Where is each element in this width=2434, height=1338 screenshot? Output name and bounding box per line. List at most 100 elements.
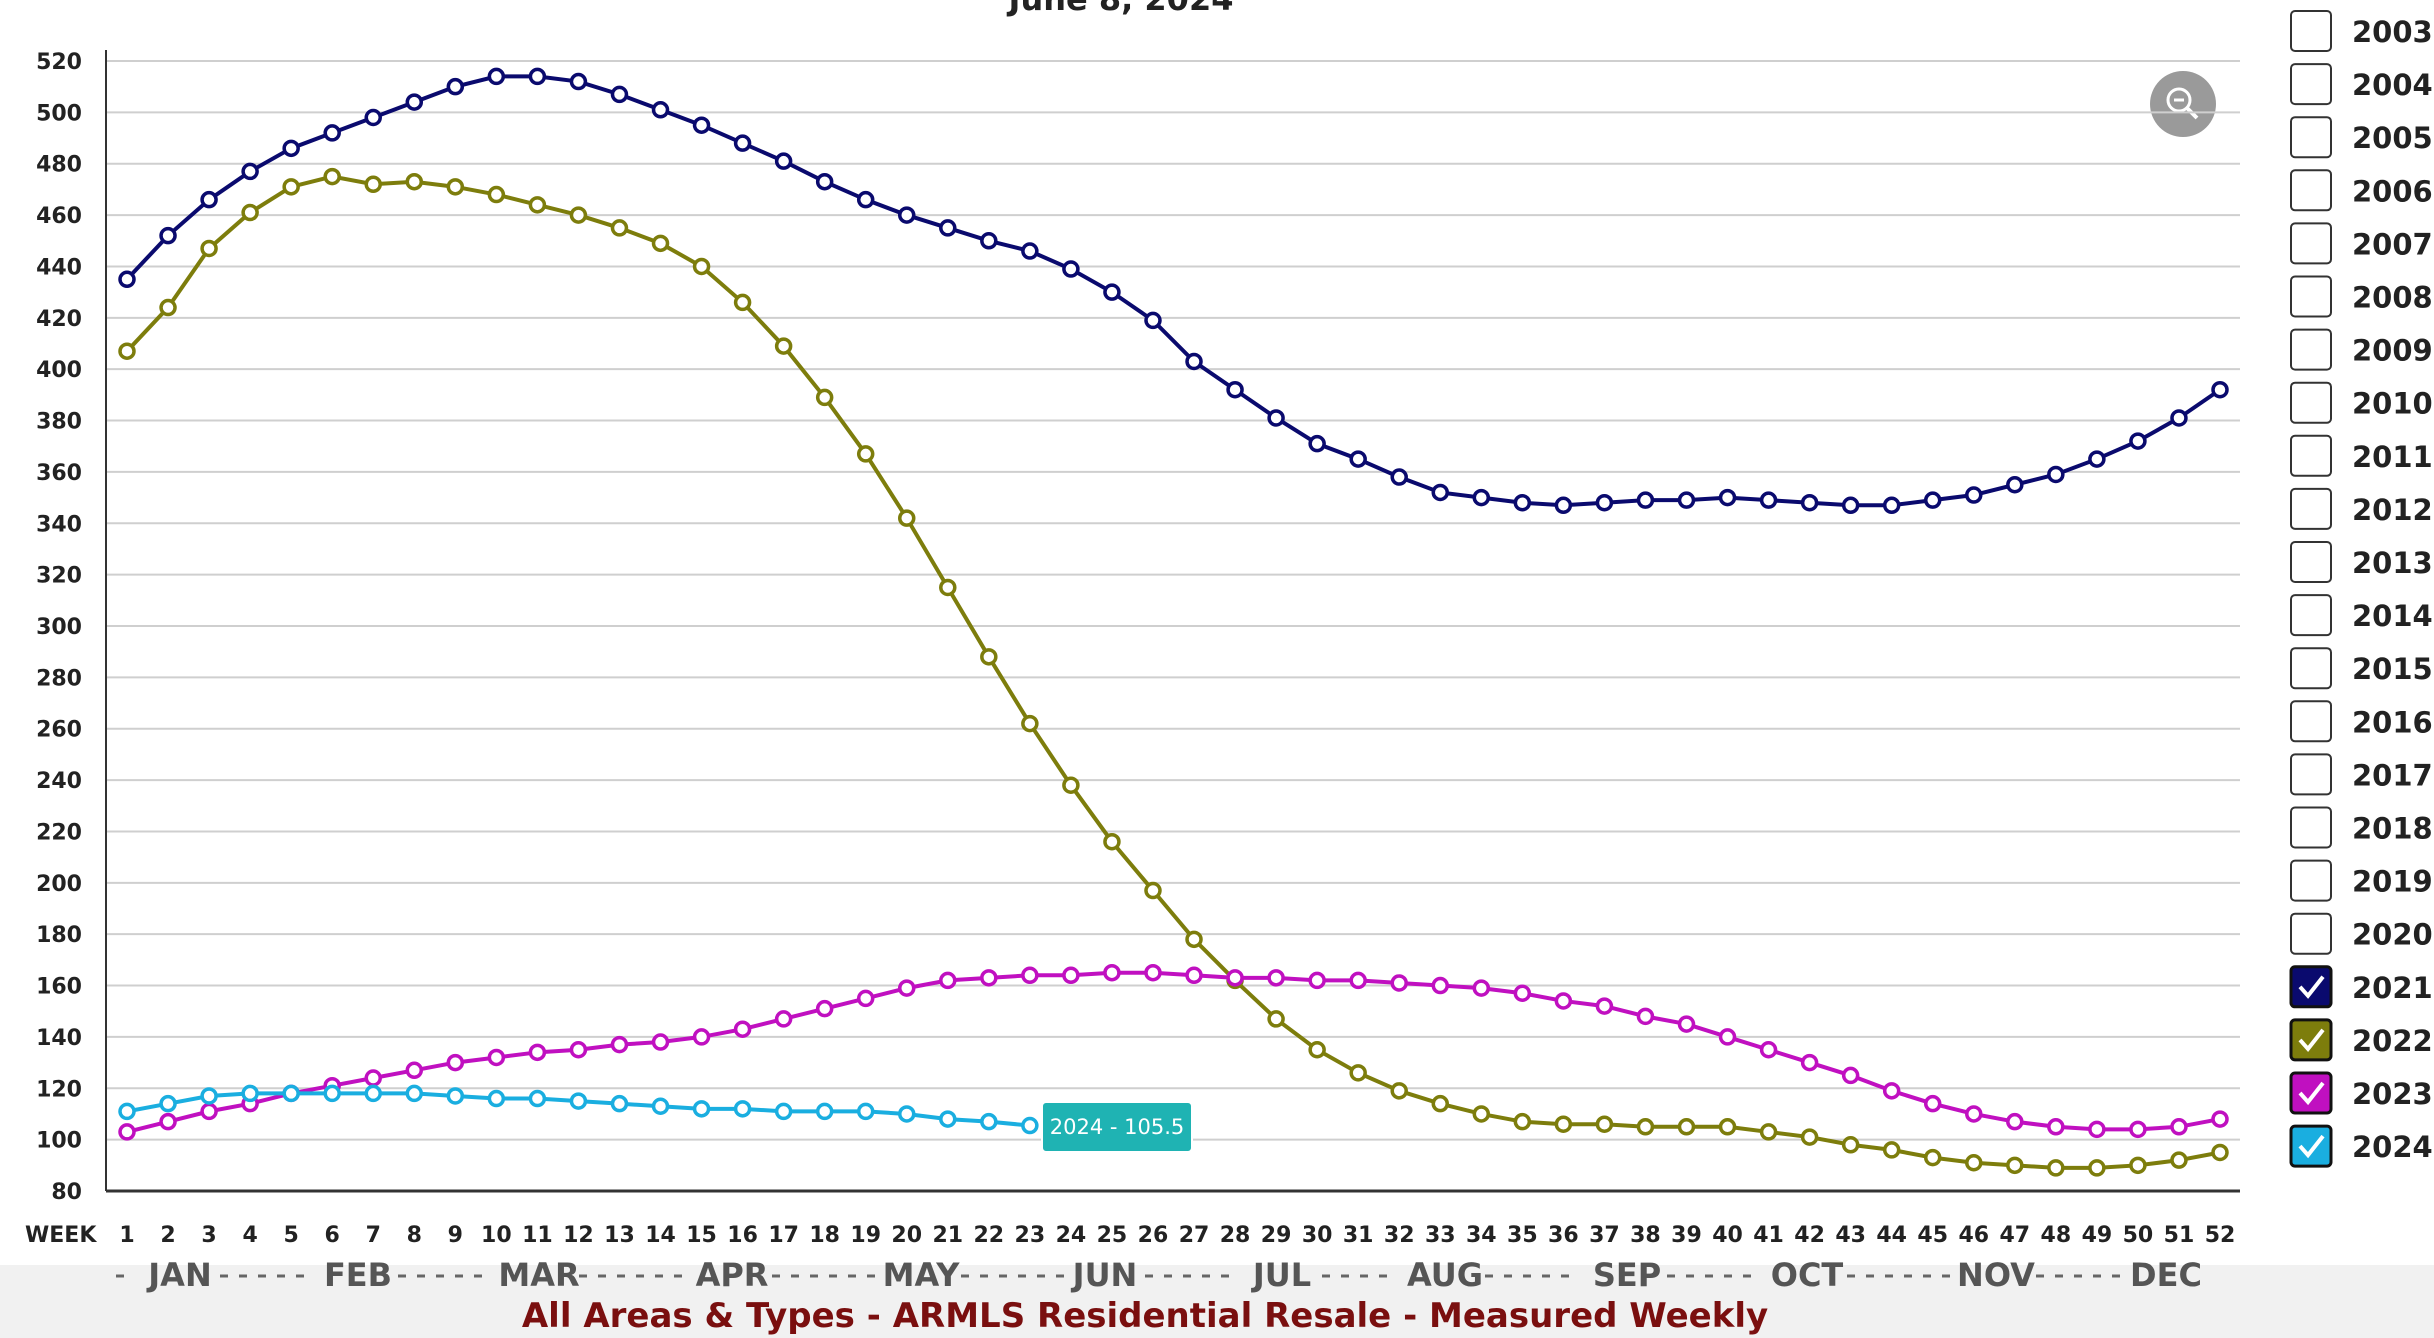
data-point[interactable] xyxy=(1103,283,1121,301)
data-point[interactable] xyxy=(774,1102,793,1121)
data-point[interactable] xyxy=(1021,714,1039,733)
data-point[interactable] xyxy=(733,134,752,152)
data-point[interactable] xyxy=(1021,242,1039,260)
data-point[interactable] xyxy=(2129,432,2147,450)
data-point[interactable] xyxy=(1759,1041,1778,1059)
data-point[interactable] xyxy=(1185,352,1203,371)
data-point[interactable] xyxy=(1267,969,1285,987)
data-point[interactable] xyxy=(405,93,424,111)
data-point[interactable] xyxy=(1062,966,1080,985)
data-point[interactable] xyxy=(2129,1156,2147,1175)
data-point[interactable] xyxy=(2129,1120,2147,1139)
data-point[interactable] xyxy=(939,1110,957,1128)
data-point[interactable] xyxy=(1226,969,1244,987)
data-point[interactable] xyxy=(364,1084,382,1103)
data-point[interactable] xyxy=(528,67,547,86)
data-point[interactable] xyxy=(1677,1118,1696,1136)
data-point[interactable] xyxy=(610,219,629,237)
data-point[interactable] xyxy=(692,257,711,276)
data-point[interactable] xyxy=(241,203,259,222)
data-point[interactable] xyxy=(1226,380,1244,399)
data-point[interactable] xyxy=(569,1041,588,1059)
data-point[interactable] xyxy=(405,172,424,191)
data-point[interactable] xyxy=(1062,260,1080,278)
data-point[interactable] xyxy=(487,185,506,204)
data-point[interactable] xyxy=(2088,450,2106,468)
data-point[interactable] xyxy=(364,175,382,194)
data-point[interactable] xyxy=(1185,966,1203,985)
data-point[interactable] xyxy=(1513,1112,1532,1131)
data-point[interactable] xyxy=(2211,1143,2229,1162)
data-point[interactable] xyxy=(1554,1115,1573,1133)
data-point[interactable] xyxy=(487,67,506,86)
data-point[interactable] xyxy=(1103,963,1121,982)
data-point[interactable] xyxy=(1308,1041,1326,1059)
data-point[interactable] xyxy=(1636,491,1655,509)
data-point[interactable] xyxy=(323,124,341,142)
data-point[interactable] xyxy=(1636,1007,1655,1026)
data-point[interactable] xyxy=(1144,963,1162,982)
data-point[interactable] xyxy=(1923,1148,1942,1167)
legend-checkbox[interactable] xyxy=(2290,222,2332,265)
legend-checkbox[interactable] xyxy=(2290,116,2332,159)
data-point[interactable] xyxy=(1390,468,1408,486)
data-point[interactable] xyxy=(1595,997,1614,1015)
data-point[interactable] xyxy=(446,77,465,96)
data-point[interactable] xyxy=(405,1061,424,1080)
legend-checkbox[interactable] xyxy=(2290,594,2332,637)
data-point[interactable] xyxy=(692,116,711,134)
data-point[interactable] xyxy=(1431,483,1450,502)
data-point[interactable] xyxy=(856,445,875,463)
data-point[interactable] xyxy=(1267,409,1285,427)
data-point[interactable] xyxy=(323,1084,341,1103)
data-point[interactable] xyxy=(1431,1094,1450,1113)
data-point[interactable] xyxy=(1390,974,1408,992)
data-point[interactable] xyxy=(446,178,465,196)
legend-checkbox[interactable] xyxy=(2290,647,2332,690)
data-point[interactable] xyxy=(1965,1105,1983,1123)
data-point[interactable] xyxy=(528,1089,547,1108)
data-point[interactable] xyxy=(1513,984,1532,1002)
legend-checkbox[interactable] xyxy=(2290,63,2332,106)
data-point[interactable] xyxy=(282,1084,300,1103)
data-point[interactable] xyxy=(487,1048,506,1067)
data-point[interactable] xyxy=(2211,1110,2229,1128)
data-point[interactable] xyxy=(1390,1082,1408,1100)
legend-checkbox[interactable] xyxy=(2290,328,2332,371)
data-point[interactable] xyxy=(2088,1159,2106,1177)
data-point[interactable] xyxy=(200,1102,218,1121)
data-point[interactable] xyxy=(1431,976,1450,995)
data-point[interactable] xyxy=(1841,1136,1860,1154)
data-point[interactable] xyxy=(1759,1123,1778,1141)
data-point[interactable] xyxy=(1021,1116,1039,1135)
data-point[interactable] xyxy=(1718,1028,1737,1046)
data-point[interactable] xyxy=(610,1094,629,1113)
data-point[interactable] xyxy=(1308,434,1326,453)
data-point[interactable] xyxy=(2170,409,2188,427)
data-point[interactable] xyxy=(1677,1015,1696,1033)
data-point[interactable] xyxy=(1923,491,1942,509)
data-point[interactable] xyxy=(815,999,834,1018)
data-point[interactable] xyxy=(364,1069,382,1087)
data-point[interactable] xyxy=(856,190,875,209)
data-point[interactable] xyxy=(323,167,341,186)
data-point[interactable] xyxy=(159,1094,177,1113)
data-point[interactable] xyxy=(1554,992,1573,1010)
data-point[interactable] xyxy=(1595,493,1614,512)
data-point[interactable] xyxy=(2006,476,2024,494)
data-point[interactable] xyxy=(1472,979,1491,997)
legend-checkbox[interactable] xyxy=(2290,912,2332,955)
data-point[interactable] xyxy=(897,206,916,224)
data-point[interactable] xyxy=(1923,1094,1942,1113)
data-point[interactable] xyxy=(651,1097,670,1115)
data-point[interactable] xyxy=(774,337,793,355)
data-point[interactable] xyxy=(815,1102,834,1121)
data-point[interactable] xyxy=(528,1043,547,1062)
data-point[interactable] xyxy=(733,1100,752,1118)
data-point[interactable] xyxy=(610,1035,629,1054)
data-point[interactable] xyxy=(1349,971,1367,990)
data-point[interactable] xyxy=(856,989,875,1008)
data-point[interactable] xyxy=(1349,450,1367,468)
data-point[interactable] xyxy=(118,342,136,360)
data-point[interactable] xyxy=(1185,930,1203,949)
